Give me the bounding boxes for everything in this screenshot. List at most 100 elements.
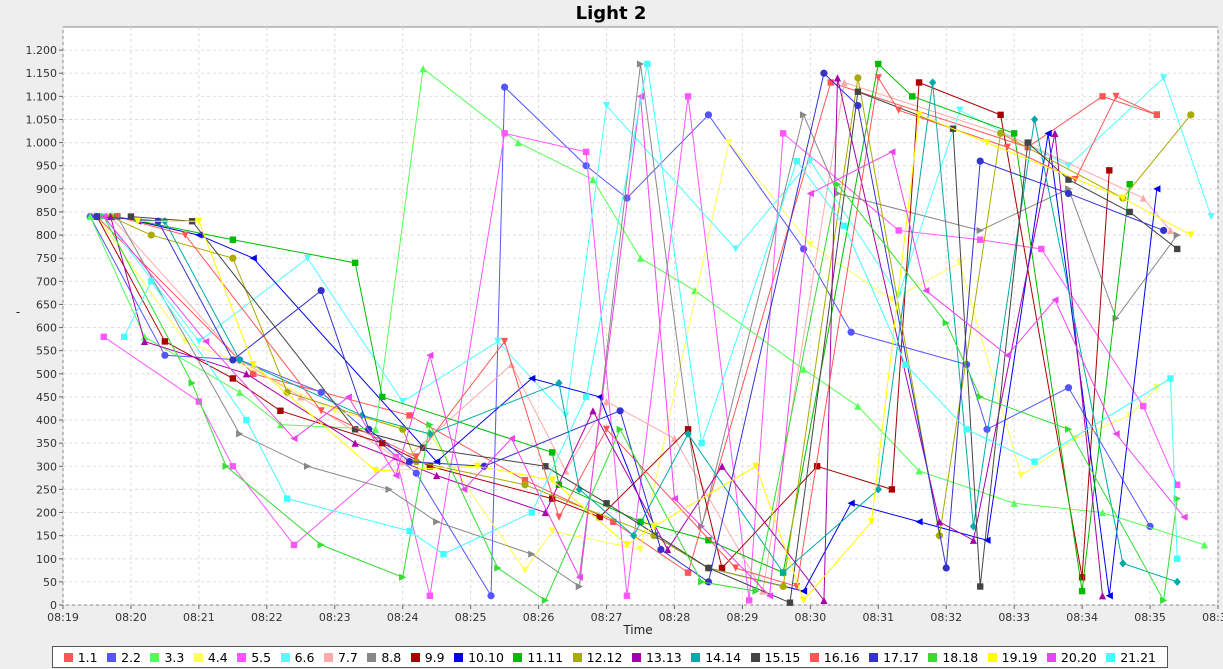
legend-swatch [572, 652, 582, 662]
data-point [1119, 559, 1127, 568]
data-point [867, 518, 876, 526]
series-line [96, 72, 1164, 583]
data-point [161, 351, 169, 359]
data-point [440, 550, 447, 558]
data-point [317, 388, 325, 396]
data-point [840, 78, 848, 87]
data-point [909, 93, 916, 100]
legend-item: 17.17 [869, 650, 919, 665]
data-point [86, 212, 94, 221]
data-point [229, 254, 237, 262]
data-point [983, 139, 991, 147]
data-point [433, 518, 441, 526]
data-point [725, 139, 733, 147]
data-point [379, 439, 386, 447]
data-point [902, 361, 909, 368]
data-point [1064, 384, 1073, 392]
data-point [317, 541, 325, 549]
data-point [202, 337, 210, 346]
chart-title: Light 2 [576, 3, 647, 24]
legend-label: 18.18 [942, 649, 979, 665]
data-point [494, 564, 502, 572]
data-point [977, 583, 984, 590]
data-point [779, 568, 787, 577]
data-point [799, 111, 808, 119]
data-point [548, 449, 556, 456]
data-point [100, 212, 108, 221]
legend-label: 5.5 [251, 649, 272, 665]
data-point [575, 573, 583, 581]
data-point [589, 175, 597, 184]
data-point [106, 212, 115, 221]
data-point [250, 370, 257, 377]
data-point [426, 421, 434, 429]
data-point [854, 102, 862, 110]
data-point [406, 527, 413, 535]
legend-label: 9.9 [424, 649, 445, 665]
x-tick-label: 08:30 [795, 611, 827, 624]
data-point [799, 596, 808, 604]
axes: 0 50 100 150 200 250 300 350 400 450 500 550 600 650 7… [26, 44, 1223, 624]
data-point [670, 495, 679, 503]
data-point [236, 430, 244, 438]
data-point [1064, 189, 1073, 198]
data-point [942, 564, 950, 572]
data-point [195, 217, 203, 225]
data-point [1003, 143, 1011, 151]
data-point [786, 599, 794, 606]
data-point [793, 157, 800, 165]
data-point [562, 411, 570, 420]
data-point [379, 393, 386, 401]
data-point [148, 278, 155, 285]
data-point [793, 582, 801, 591]
y-tick-label: 700 [36, 275, 57, 288]
data-point [888, 148, 896, 156]
data-point [147, 231, 155, 239]
data-point [799, 365, 808, 373]
y-tick-label: 450 [36, 391, 57, 404]
y-tick-label: 300 [36, 460, 57, 473]
data-point [854, 402, 862, 410]
data-point [977, 236, 984, 243]
data-point [895, 291, 903, 299]
legend-swatch [410, 652, 420, 662]
legend-item: 9.9 [410, 649, 445, 665]
data-point [813, 463, 821, 470]
data-point [1044, 129, 1052, 137]
data-point [684, 429, 692, 439]
data-point [229, 463, 237, 470]
x-tick-label: 08:32 [930, 611, 962, 624]
data-point [1105, 592, 1113, 600]
data-point [582, 393, 590, 401]
data-point [1010, 499, 1018, 507]
data-point [236, 388, 244, 396]
data-point [229, 356, 237, 364]
data-point [195, 398, 203, 405]
y-tick-label: 900 [36, 183, 57, 196]
y-tick-label: 500 [36, 368, 57, 381]
x-tick-label: 08:25 [455, 611, 487, 624]
data-point [664, 545, 672, 554]
legend-item: 11.11 [513, 650, 563, 665]
data-point [1051, 129, 1059, 137]
plot-area [62, 26, 1219, 606]
data-point [242, 370, 251, 378]
y-tick-label: 150 [36, 530, 57, 543]
legend-label: 20.20 [1060, 649, 1097, 665]
legend-label: 4.4 [207, 649, 228, 665]
data-point [698, 439, 705, 447]
data-point [385, 485, 393, 493]
data-point [983, 536, 991, 544]
legend-item: 13.13 [631, 650, 682, 665]
data-point [935, 532, 944, 540]
data-point [188, 379, 196, 387]
x-tick-label: 08:22 [251, 611, 283, 624]
y-tick-label: 250 [36, 483, 57, 496]
data-point [501, 83, 509, 91]
data-point [976, 393, 984, 401]
data-point [1174, 481, 1181, 488]
data-point [752, 462, 760, 470]
data-point [514, 139, 522, 147]
data-point [929, 78, 937, 87]
data-point [541, 596, 549, 604]
